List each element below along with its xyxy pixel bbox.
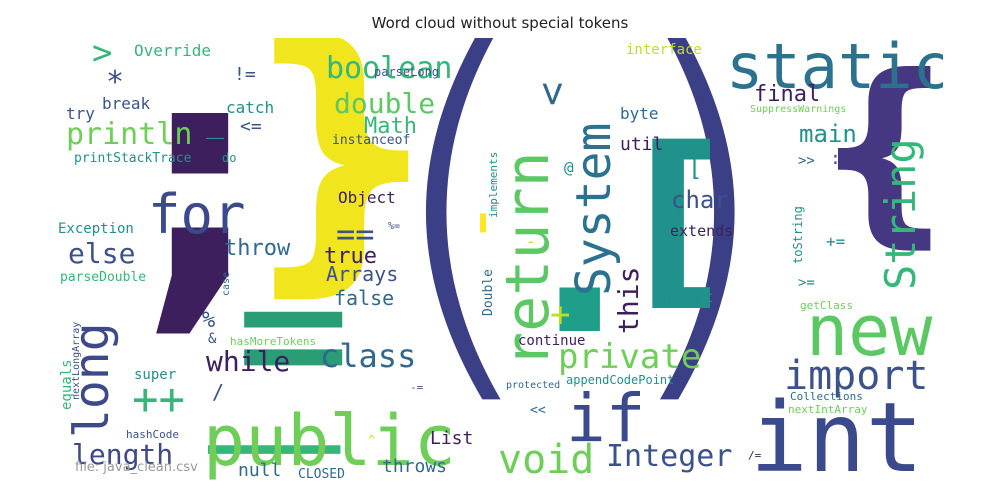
word-to-string: toString <box>791 206 805 264</box>
word-lt: < <box>529 81 576 107</box>
word-ampersand: & <box>208 331 217 347</box>
word-private: private <box>558 337 702 377</box>
word-percent: % <box>202 308 216 333</box>
word-underscore: _ <box>206 105 225 140</box>
word-colon: : <box>830 148 841 169</box>
word-list: List <box>430 428 474 449</box>
word-close-brace: } <box>238 38 445 321</box>
word-instanceof: instanceof <box>332 133 411 148</box>
word-integer: Integer <box>606 439 733 474</box>
word-continue: continue <box>518 333 586 349</box>
word-minus-eq: -= <box>410 381 424 394</box>
word-void: void <box>498 437 595 481</box>
word-break: break <box>102 94 151 113</box>
word-static: static <box>726 38 943 103</box>
word-open-bracket: [ <box>636 107 723 328</box>
word-main: main <box>799 120 857 148</box>
word-suppress-warnings: SuppressWarnings <box>750 104 847 115</box>
word-import: import <box>784 353 929 399</box>
word-int: int <box>750 382 924 481</box>
word-print-stack-trace: printStackTrace <box>74 151 192 166</box>
word-length: length <box>72 438 174 471</box>
word-class: class <box>320 337 417 375</box>
word-at: @ <box>564 158 574 177</box>
word-close-paren: ) <box>614 38 778 444</box>
word-div-eq: /= <box>748 449 762 462</box>
word-open-paren: ( <box>380 38 544 444</box>
word-null: null <box>238 460 282 481</box>
word-double: double <box>334 87 436 120</box>
word-arrays: Arrays <box>326 262 399 286</box>
word-system: System <box>566 122 622 296</box>
word-protected: protected <box>506 380 561 391</box>
word-public: public <box>203 400 456 481</box>
word-semicolon: ; <box>136 38 264 364</box>
word-print: print <box>668 288 714 306</box>
word-catch: catch <box>226 98 275 117</box>
word-object: Object <box>338 188 396 207</box>
word-underscore-bar-2: = <box>236 222 351 443</box>
word-do: do <box>222 151 237 165</box>
word-util: util <box>620 134 664 155</box>
word-interface: interface <box>626 42 702 58</box>
word-gt: > <box>92 38 113 73</box>
word-case: case <box>221 271 232 296</box>
word-shift-left: << <box>530 403 546 418</box>
word-shift-right: >> <box>798 153 815 169</box>
word-for: for <box>148 183 246 246</box>
chart-title: Word cloud without special tokens <box>371 14 629 32</box>
word-neq: != <box>234 64 256 85</box>
word-if: if <box>566 380 646 457</box>
word-open-brace: { <box>813 38 943 266</box>
word-math: Math <box>364 114 417 139</box>
word-minus: - <box>526 232 536 251</box>
word-parse-long: parseLong <box>374 65 440 79</box>
word-dot: . <box>536 119 624 386</box>
word-slash: / <box>212 380 225 404</box>
word-override: Override <box>134 41 212 60</box>
word-super: super <box>134 367 177 383</box>
word-false: false <box>334 286 395 310</box>
word-boolean: boolean <box>326 51 453 86</box>
word-extends: extends <box>670 222 734 240</box>
word-pct-eq: %= <box>388 221 401 232</box>
word-caret: ^ <box>368 433 376 447</box>
word-while: while <box>206 345 291 378</box>
word-exception: Exception <box>58 221 134 237</box>
word-collections: Collections <box>790 390 863 403</box>
word-star: * <box>106 65 125 100</box>
word-plus: + <box>550 295 571 335</box>
word-append-code-point: appendCodePoint <box>566 373 675 387</box>
word-gte: >= <box>798 275 815 291</box>
word-next-int-array: nextIntArray <box>788 403 868 416</box>
word-apostrophe: ' <box>462 200 505 282</box>
word-lte: <= <box>240 116 262 137</box>
word-throw: throw <box>224 236 291 261</box>
word-true: true <box>324 244 377 269</box>
word-byte: byte <box>620 104 659 123</box>
word-close-bracket-small: [ <box>688 154 703 182</box>
word-cloud: ( ) ; } { [ . _ = int public new static … <box>58 38 943 481</box>
source-file-label: file: java_clean.csv <box>75 460 198 475</box>
word-string: String <box>876 138 925 290</box>
word-new: new <box>806 290 933 372</box>
word-final: final <box>754 82 821 107</box>
word-char: char <box>671 186 729 214</box>
word-equals: equals <box>59 359 75 410</box>
word-try: try <box>66 104 95 123</box>
word-eq-eq: == <box>336 215 375 253</box>
word-parse-double: parseDouble <box>60 270 147 285</box>
word-has-more-tokens: hasMoreTokens <box>230 335 317 348</box>
word-this: this <box>612 266 645 334</box>
word-plus-plus: ++ <box>132 374 185 425</box>
word-throws: throws <box>382 456 448 477</box>
word-underscore-bar-1: _ <box>208 198 341 454</box>
word-get-class: getClass <box>800 299 853 312</box>
word-plus-eq: += <box>826 232 846 251</box>
word-hash-code: hashCode <box>126 428 179 441</box>
word-closed: CLOSED <box>298 467 345 481</box>
word-else: else <box>68 237 136 270</box>
word-println: println <box>66 117 193 152</box>
